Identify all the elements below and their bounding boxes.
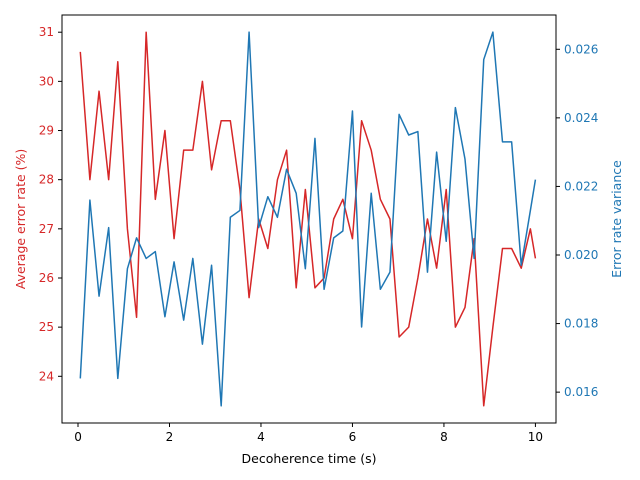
right-axis-ticks: 0.016 0.018 0.020 0.022 0.024 0.026: [556, 42, 598, 399]
x-tick-label: 0: [74, 430, 82, 444]
series-line-average-error-rate: [79, 31, 537, 407]
left-tick-label: 26: [39, 271, 54, 285]
x-tick-label: 6: [349, 430, 357, 444]
left-tick-label: 24: [39, 369, 54, 383]
right-tick-label: 0.020: [564, 248, 598, 262]
x-tick-label: 8: [440, 430, 448, 444]
left-tick-label: 27: [39, 222, 54, 236]
right-tick-label: 0.016: [564, 385, 598, 399]
x-axis-ticks: 0 2 4 6 8 10: [74, 423, 543, 444]
right-tick-label: 0.018: [564, 317, 598, 331]
left-axis-ticks: 24 25 26 27 28 29 30 31: [39, 25, 62, 383]
right-axis-label: Error rate variance: [609, 160, 624, 278]
series-line-error-rate-variance: [79, 31, 537, 407]
x-tick-label: 10: [528, 430, 543, 444]
left-axis-label: Average error rate (%): [13, 149, 28, 290]
x-tick-label: 2: [166, 430, 174, 444]
x-tick-label: 4: [257, 430, 265, 444]
right-tick-label: 0.024: [564, 111, 598, 125]
x-axis-label: Decoherence time (s): [242, 451, 377, 466]
left-tick-label: 29: [39, 124, 54, 138]
series-layer: [79, 31, 537, 407]
left-tick-label: 25: [39, 320, 54, 334]
left-tick-label: 30: [39, 74, 54, 88]
plot-frame: [61, 14, 557, 424]
left-tick-label: 28: [39, 173, 54, 187]
right-tick-label: 0.022: [564, 179, 598, 193]
right-tick-label: 0.026: [564, 42, 598, 56]
left-tick-label: 31: [39, 25, 54, 39]
